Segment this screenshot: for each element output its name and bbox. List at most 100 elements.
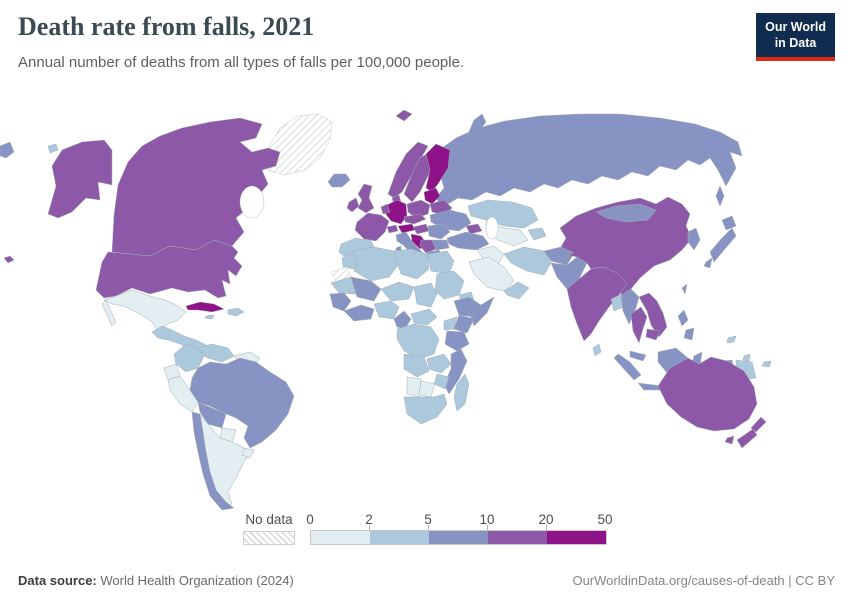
country-czechia-slovakia[interactable] [403, 213, 427, 225]
legend-bin-10-20[interactable] [488, 531, 547, 544]
country-new-zealand-south[interactable] [736, 428, 758, 449]
country-senegal-guinea[interactable] [329, 292, 352, 312]
country-sakhalin[interactable] [715, 185, 725, 207]
country-bering-islands[interactable] [47, 143, 59, 154]
owid-logo[interactable]: Our World in Data [756, 13, 835, 61]
country-switzerland[interactable] [386, 224, 399, 234]
country-philippines[interactable] [677, 309, 695, 341]
country-novaya-zemlya[interactable] [467, 113, 487, 141]
country-turkey[interactable] [446, 231, 490, 251]
country-kyrgyz-tajik[interactable] [527, 227, 547, 241]
country-greenland[interactable] [267, 113, 333, 176]
country-serbia-bosnia[interactable] [419, 239, 437, 254]
country-pakistan[interactable] [550, 256, 588, 290]
country-vietnam-laos[interactable] [638, 292, 668, 338]
country-chukotka[interactable] [0, 141, 15, 159]
country-taiwan[interactable] [681, 283, 688, 295]
country-tanzania[interactable] [444, 330, 470, 352]
country-uruguay[interactable] [241, 447, 255, 459]
world-map[interactable] [0, 88, 850, 518]
country-korea[interactable] [687, 227, 701, 251]
country-nigeria[interactable] [373, 300, 400, 320]
country-yemen-oman[interactable] [503, 281, 530, 300]
country-chad[interactable] [413, 282, 438, 308]
country-saudi-arabia[interactable] [468, 256, 515, 292]
country-syria-iraq[interactable] [476, 245, 505, 267]
country-botswana[interactable] [418, 380, 436, 398]
country-iran[interactable] [503, 246, 552, 276]
country-zimbabwe[interactable] [433, 373, 450, 390]
legend-bin-0-2[interactable] [311, 531, 370, 544]
country-somalia[interactable] [470, 296, 495, 327]
country-niger[interactable] [380, 281, 415, 302]
country-japan-kyushu[interactable] [703, 257, 713, 269]
country-ireland[interactable] [346, 197, 360, 213]
legend-bin-5-10[interactable] [429, 531, 488, 544]
map-legend: No data 0 2 5 10 20 50 [0, 512, 850, 554]
country-hawaii[interactable] [3, 255, 15, 264]
country-romania[interactable] [427, 223, 451, 240]
country-algeria[interactable] [351, 246, 400, 282]
country-alaska[interactable] [47, 139, 113, 219]
country-baltics[interactable] [423, 187, 441, 205]
country-russia[interactable] [435, 113, 743, 205]
country-gulf-of-guinea-coast[interactable] [343, 304, 375, 322]
country-afghanistan[interactable] [543, 246, 575, 266]
country-angola[interactable] [403, 353, 430, 378]
country-poland[interactable] [406, 199, 431, 219]
country-colombia[interactable] [173, 343, 205, 373]
country-chile[interactable] [191, 411, 235, 511]
country-australia[interactable] [657, 356, 758, 432]
country-norway[interactable] [387, 141, 429, 199]
country-madagascar[interactable] [453, 373, 470, 412]
country-sri-lanka[interactable] [592, 343, 602, 357]
country-hungary[interactable] [412, 223, 430, 235]
country-uk[interactable] [357, 183, 375, 214]
country-kazakhstan[interactable] [467, 199, 539, 229]
country-libya[interactable] [393, 248, 430, 280]
country-germany[interactable] [384, 199, 408, 225]
country-jamaica[interactable] [204, 314, 215, 320]
country-cuba[interactable] [185, 301, 225, 313]
country-usa[interactable] [95, 239, 243, 299]
country-hispaniola[interactable] [227, 307, 245, 317]
legend-bin-20-50[interactable] [547, 531, 606, 544]
country-mali[interactable] [350, 276, 382, 302]
country-mozambique[interactable] [443, 348, 468, 395]
country-svalbard[interactable] [395, 109, 413, 122]
legend-bin-2-5[interactable] [370, 531, 429, 544]
country-mongolia[interactable] [595, 203, 657, 223]
owid-link[interactable]: OurWorldinData.org/causes-of-death [572, 573, 785, 588]
country-pacific-islands[interactable] [726, 335, 772, 368]
country-egypt[interactable] [426, 250, 455, 275]
country-japan-honshu[interactable] [709, 227, 737, 263]
country-peru[interactable] [167, 375, 199, 413]
country-iceland[interactable] [327, 173, 351, 188]
country-france[interactable] [354, 212, 390, 242]
country-benelux[interactable] [380, 203, 391, 215]
hudson-bay [239, 185, 265, 219]
country-venezuela[interactable] [197, 343, 235, 363]
country-south-africa[interactable] [403, 393, 448, 425]
country-tasmania[interactable] [724, 435, 735, 445]
country-kenya[interactable] [453, 314, 475, 334]
country-malaysia[interactable] [629, 350, 647, 362]
country-japan-hokkaido[interactable] [721, 215, 737, 231]
country-sumatra[interactable] [613, 353, 642, 381]
country-central-african-republic[interactable] [410, 308, 438, 326]
country-cameroon[interactable] [393, 310, 412, 330]
country-china[interactable] [559, 196, 693, 296]
country-zambia[interactable] [426, 353, 452, 374]
country-thailand[interactable] [630, 306, 648, 344]
country-bulgaria[interactable] [431, 239, 450, 251]
country-austria[interactable] [397, 223, 416, 234]
country-caucasus[interactable] [465, 223, 483, 235]
country-mexico[interactable] [101, 289, 187, 333]
legend-no-data-swatch[interactable] [243, 531, 295, 545]
legend-no-data[interactable]: No data [243, 512, 295, 545]
country-cambodia[interactable] [645, 328, 661, 341]
country-brazil[interactable] [189, 357, 295, 449]
legend-tick-0: 0 [306, 512, 314, 527]
country-congo-drc[interactable] [396, 323, 440, 360]
legend-tickmark [546, 525, 547, 530]
